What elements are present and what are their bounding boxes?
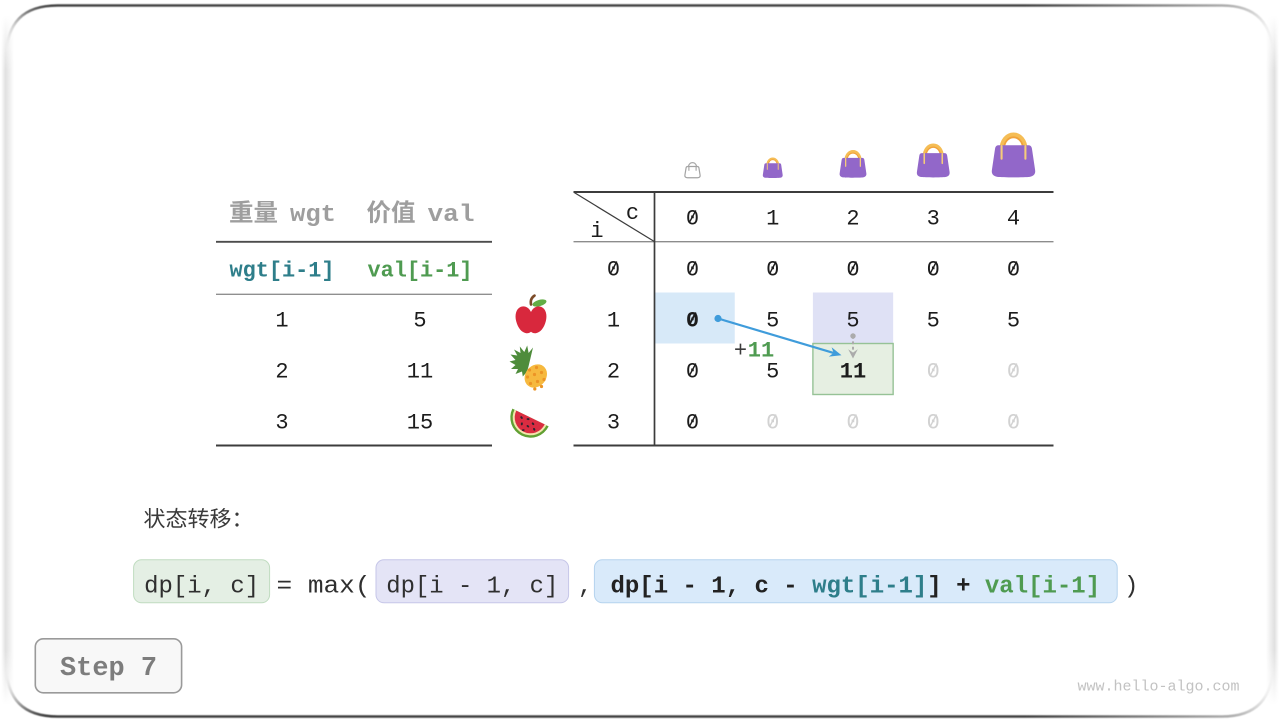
svg-text:i: i bbox=[590, 219, 603, 244]
svg-text:5: 5 bbox=[413, 308, 426, 333]
svg-text:2: 2 bbox=[846, 206, 859, 231]
svg-text:0: 0 bbox=[1007, 257, 1020, 282]
svg-text:11: 11 bbox=[748, 339, 774, 364]
svg-text:val: val bbox=[428, 202, 475, 229]
svg-text:1: 1 bbox=[275, 308, 288, 333]
svg-text:+: + bbox=[734, 339, 747, 364]
svg-text:0: 0 bbox=[686, 308, 699, 333]
svg-text:0: 0 bbox=[846, 257, 859, 282]
svg-text:): ) bbox=[1124, 574, 1138, 601]
svg-text:0: 0 bbox=[927, 359, 940, 384]
svg-text:0: 0 bbox=[766, 410, 779, 435]
svg-text:2: 2 bbox=[275, 359, 288, 384]
svg-text:val[i-1]: val[i-1] bbox=[368, 258, 473, 283]
svg-text:wgt: wgt bbox=[290, 202, 336, 229]
svg-text:5: 5 bbox=[1007, 308, 1020, 333]
svg-text:3: 3 bbox=[927, 206, 940, 231]
svg-text:0: 0 bbox=[1007, 410, 1020, 435]
svg-text:Step 7: Step 7 bbox=[60, 654, 157, 684]
svg-text:= max(: = max( bbox=[277, 574, 371, 601]
svg-text:0: 0 bbox=[1007, 359, 1020, 384]
svg-text:3: 3 bbox=[275, 410, 288, 435]
svg-text:0: 0 bbox=[927, 410, 940, 435]
svg-text:0: 0 bbox=[927, 257, 940, 282]
svg-text:c: c bbox=[626, 201, 639, 226]
svg-text:0: 0 bbox=[686, 206, 699, 231]
svg-text:wgt[i-1]: wgt[i-1] bbox=[230, 258, 335, 283]
svg-text:1: 1 bbox=[766, 206, 779, 231]
svg-text:0: 0 bbox=[846, 410, 859, 435]
svg-text:0: 0 bbox=[766, 257, 779, 282]
svg-text:www.hello-algo.com: www.hello-algo.com bbox=[1078, 679, 1240, 696]
svg-text:4: 4 bbox=[1007, 206, 1020, 231]
svg-text:0: 0 bbox=[607, 257, 620, 282]
svg-text:5: 5 bbox=[766, 359, 779, 384]
svg-text:5: 5 bbox=[846, 308, 859, 333]
svg-text:dp[i - 1, c]: dp[i - 1, c] bbox=[386, 574, 558, 601]
svg-text:dp[i - 1, c - wgt[i-1]] + val[: dp[i - 1, c - wgt[i-1]] + val[i-1] bbox=[611, 574, 1101, 601]
svg-text:15: 15 bbox=[407, 410, 433, 435]
svg-text:11: 11 bbox=[407, 359, 433, 384]
svg-text:0: 0 bbox=[686, 359, 699, 384]
svg-text:1: 1 bbox=[607, 308, 620, 333]
svg-text:2: 2 bbox=[607, 359, 620, 384]
svg-text:5: 5 bbox=[766, 308, 779, 333]
svg-text:0: 0 bbox=[686, 410, 699, 435]
svg-text:11: 11 bbox=[840, 359, 866, 384]
svg-text:0: 0 bbox=[686, 257, 699, 282]
svg-text:dp[i, c]: dp[i, c] bbox=[144, 574, 259, 601]
svg-text:3: 3 bbox=[607, 410, 620, 435]
svg-text:5: 5 bbox=[927, 308, 940, 333]
svg-text:,: , bbox=[578, 574, 592, 601]
